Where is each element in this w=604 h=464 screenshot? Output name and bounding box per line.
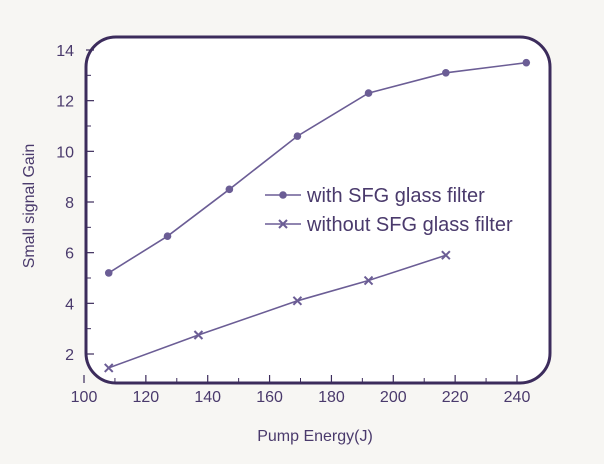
series-1-point [293, 132, 302, 140]
y-axis-label: Small signal Gain [21, 144, 38, 269]
legend-item-1: with SFG glass filter [265, 185, 485, 207]
y-tick-label: 4 [65, 296, 74, 313]
x-marker-stroke [193, 330, 204, 340]
series-2-point [292, 296, 303, 306]
x-tick-label: 200 [380, 389, 407, 406]
axes: 2 4 6 8 10 12 14 100 120 140 160 180 200 220 240 [56, 43, 530, 406]
x-axis-label: Pump Energy(J) [257, 428, 373, 445]
x-tick-label: 180 [318, 389, 345, 406]
series-2 [104, 250, 451, 373]
x-marker-stroke [292, 296, 303, 306]
x-tick-label: 240 [504, 389, 531, 406]
x-tick-label: 140 [194, 389, 221, 406]
legend-marker [279, 191, 287, 199]
x-marker-stroke [278, 219, 288, 229]
series-2-point [104, 363, 114, 373]
x-marker-stroke [104, 363, 114, 373]
y-tick-label: 8 [65, 195, 74, 212]
legend-label: without SFG glass filter [306, 214, 513, 236]
y-tick-label: 10 [56, 144, 74, 161]
series-1-point [522, 58, 531, 67]
x-tick-label: 100 [71, 389, 98, 406]
series-1-point [225, 185, 234, 194]
series-1 [104, 58, 531, 277]
series-2-point [441, 250, 451, 260]
legend-marker [278, 219, 288, 229]
series-1-point [104, 269, 113, 277]
y-tick-label: 14 [56, 43, 74, 60]
x-marker-stroke [363, 275, 374, 286]
x-tick-label: 220 [442, 389, 469, 406]
x-tick-label: 120 [133, 389, 160, 406]
legend-label: with SFG glass filter [306, 185, 485, 207]
legend: with SFG glass filter without SFG glass f… [265, 185, 513, 236]
series-1-point [163, 232, 172, 240]
series-2-point [363, 275, 374, 286]
x-tick-label: 160 [256, 389, 283, 406]
series-1-point [442, 69, 450, 77]
x-marker-stroke [441, 250, 451, 260]
plot-frame [84, 35, 552, 385]
series-2-point [193, 330, 204, 340]
y-tick-label: 2 [65, 347, 74, 364]
series-1-point [364, 89, 373, 97]
legend-item-2: without SFG glass filter [265, 214, 513, 236]
series-layer [104, 58, 531, 373]
y-tick-label: 12 [56, 94, 74, 111]
y-tick-label: 6 [65, 246, 74, 263]
